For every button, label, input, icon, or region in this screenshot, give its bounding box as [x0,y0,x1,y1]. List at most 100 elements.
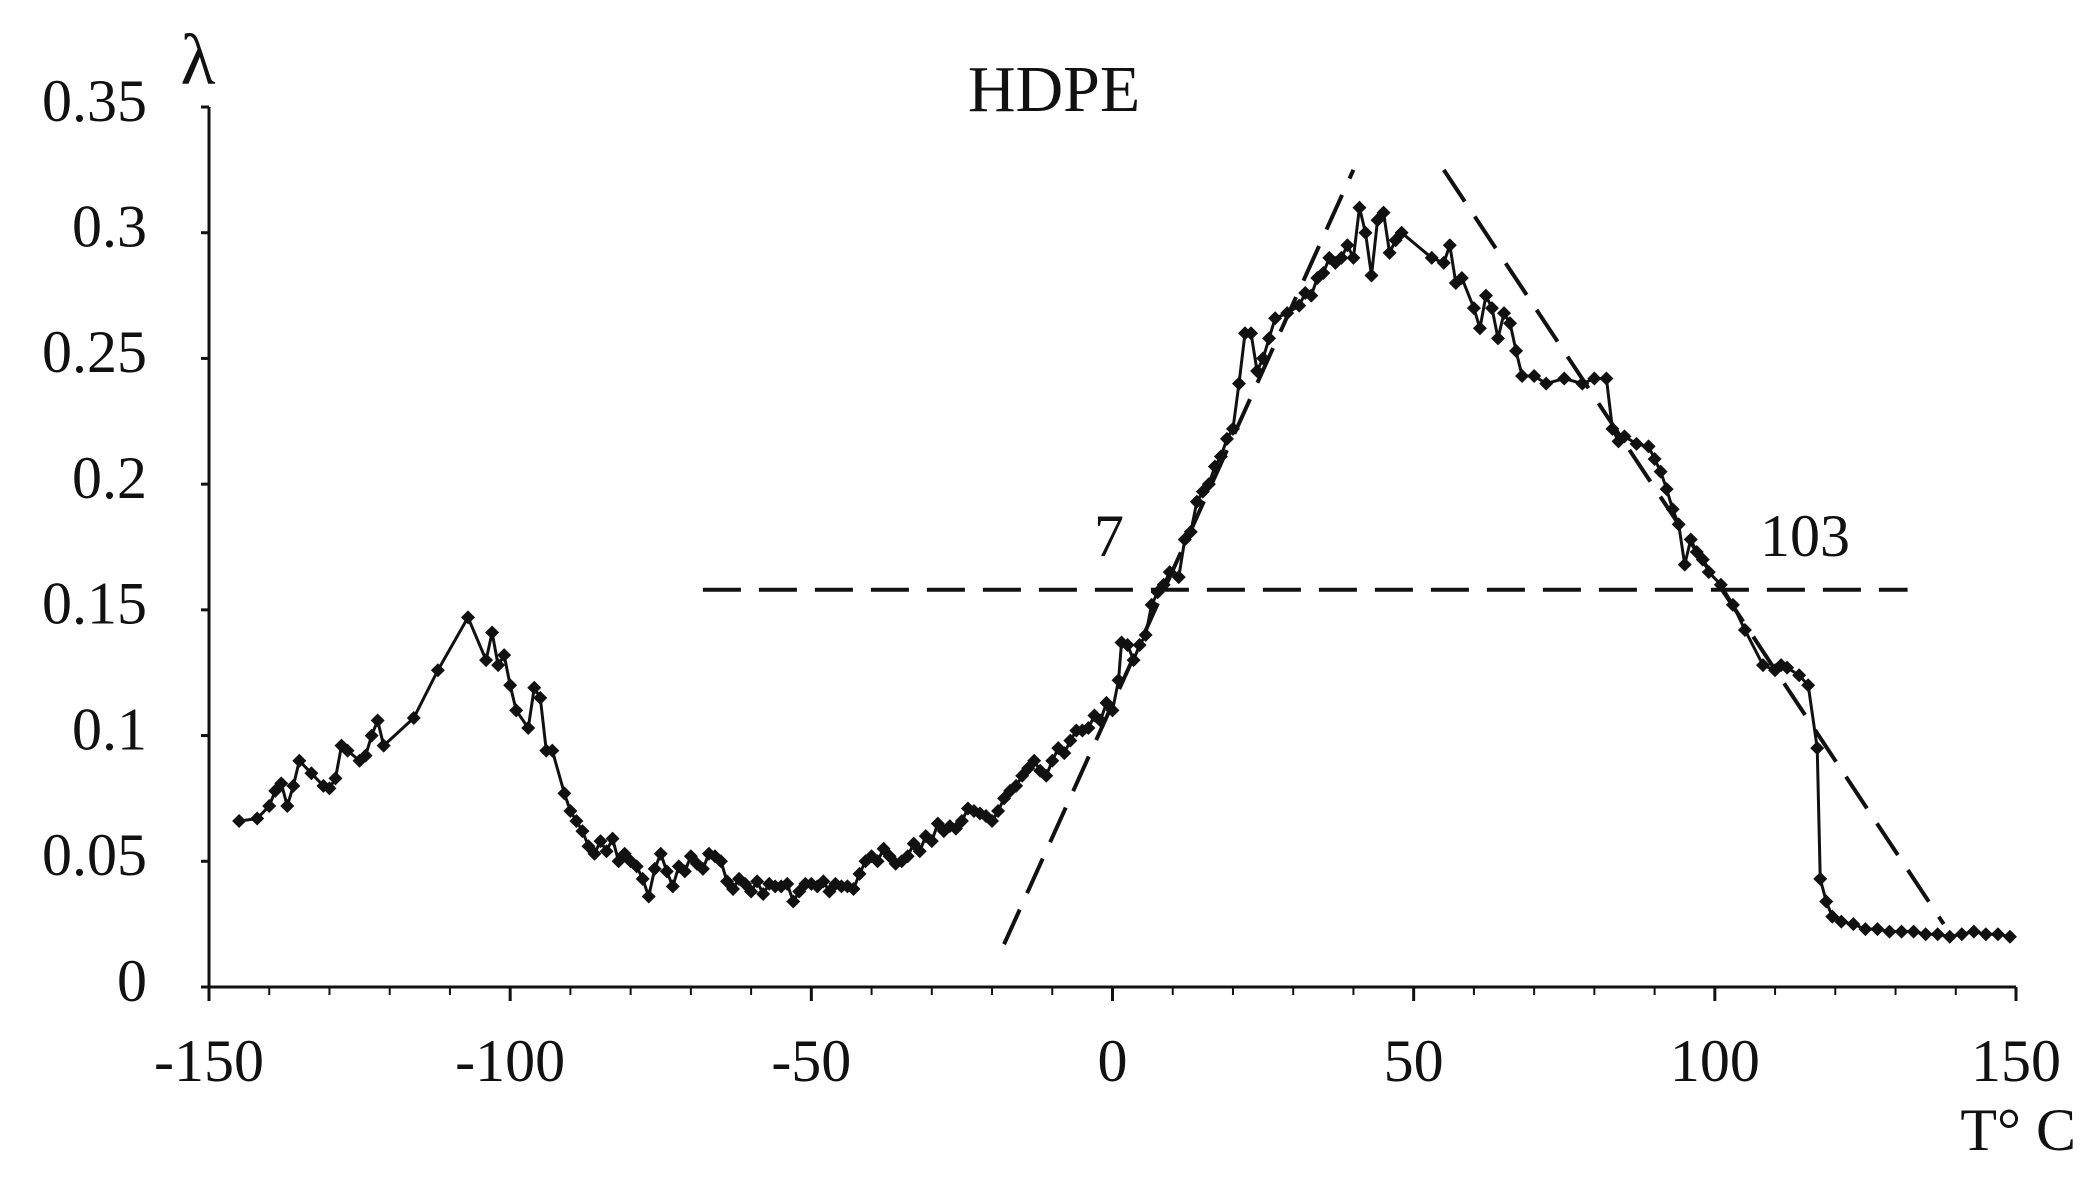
data-point [1906,924,1921,939]
data-point [286,778,301,793]
data-point [1156,577,1171,592]
data-point [1966,924,1981,939]
data-point [430,663,445,678]
data-point [557,786,572,801]
data-point [1189,494,1204,509]
data-point [1376,205,1391,220]
data-point [1575,376,1590,391]
data-point [1346,250,1361,265]
data-point [1472,321,1487,336]
data-point [647,861,662,876]
data-point [1737,622,1752,637]
data-point [1846,917,1861,932]
data-point [1725,597,1740,612]
data-point [1810,741,1825,756]
x-tick-label: -150 [154,1028,264,1094]
data-point [1132,638,1147,653]
data-point [461,610,476,625]
data-point [1515,369,1530,384]
data-point [1424,250,1439,265]
data-point [1825,909,1840,924]
data-point [1978,927,1993,942]
data-point [1490,331,1505,346]
x-tick-label: -50 [771,1028,851,1094]
data-point [497,648,512,663]
data-point [726,881,741,896]
data-point [1183,524,1198,539]
data-point [503,678,518,693]
data-point [1527,369,1542,384]
x-tick-label: 0 [1098,1028,1128,1094]
data-point [1201,477,1216,492]
data-point [1792,668,1807,683]
data-point [370,713,385,728]
data-point [1120,638,1135,653]
data-point [900,849,915,864]
data-point [575,824,590,839]
x-tick-label: 50 [1384,1028,1444,1094]
data-point [695,861,710,876]
data-point [1039,768,1054,783]
data-point [1144,597,1159,612]
data-point [1105,703,1120,718]
data-point [1617,429,1632,444]
data-point [358,748,373,763]
data-point [479,653,494,668]
data-point [1250,364,1265,378]
data-point [569,814,584,829]
x-tick-label: 150 [1971,1028,2061,1094]
data-point [629,859,644,874]
data-point [1942,929,1957,944]
data-point [1894,924,1909,939]
data-point [954,814,969,829]
data-point [1641,439,1656,454]
data-point [1352,200,1367,215]
data-point [1231,376,1246,391]
data-point [991,804,1006,818]
data-point [1539,376,1554,391]
data-point [250,811,265,826]
data-point [816,874,831,889]
data-point [406,710,421,725]
data-point [924,834,939,849]
y-tick-label: 0.15 [42,571,147,637]
data-point [1057,746,1072,761]
data-point [1713,577,1728,592]
data-point [485,625,500,640]
data-point [756,886,771,901]
data-point [1394,225,1409,240]
data-point [985,814,1000,829]
y-axis-label: λ [181,20,216,100]
data-point [292,753,307,768]
annotation: 103 [1760,503,1850,569]
y-tick-label: 0.3 [72,193,147,259]
data-point [744,884,759,899]
data-point [1126,653,1141,668]
data-point [1162,565,1177,580]
data-point [1478,288,1493,303]
data-point [677,864,692,879]
data-point [1244,326,1259,341]
data-point [1659,482,1674,497]
data-point [1093,713,1108,728]
data-point [274,776,289,791]
data-point [1340,238,1355,253]
data-point [1316,265,1331,280]
chart-title: HDPE [968,53,1140,126]
data-point [322,781,337,796]
data-point [605,831,620,846]
y-tick-label: 0.25 [42,319,147,385]
data-point [1990,927,2005,942]
data-point [533,690,548,705]
data-point [1665,502,1680,517]
data-point [1280,306,1295,321]
data-point [1442,238,1457,253]
data-point [280,798,295,813]
data-point [1870,922,1885,937]
data-point [1225,421,1240,436]
data-point [1138,628,1153,642]
y-tick-label: 0.05 [42,822,147,888]
data-point [1045,753,1060,768]
data-point [593,834,608,849]
